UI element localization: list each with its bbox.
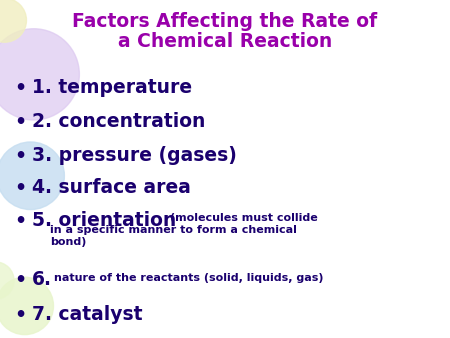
Circle shape (0, 142, 64, 210)
Text: 5. orientation: 5. orientation (32, 211, 176, 230)
Text: •: • (14, 79, 26, 98)
Text: •: • (14, 113, 26, 132)
Circle shape (0, 277, 54, 335)
Text: Factors Affecting the Rate of: Factors Affecting the Rate of (72, 12, 378, 31)
Circle shape (0, 262, 14, 299)
Text: •: • (14, 212, 26, 231)
Text: •: • (14, 271, 26, 290)
Text: •: • (14, 306, 26, 325)
Text: in a specific manner to form a chemical: in a specific manner to form a chemical (50, 225, 297, 235)
Circle shape (0, 29, 79, 120)
Text: bond): bond) (50, 237, 86, 247)
Text: 2. concentration: 2. concentration (32, 112, 205, 131)
Text: 4. surface area: 4. surface area (32, 178, 191, 197)
Text: 7. catalyst: 7. catalyst (32, 305, 143, 324)
Text: nature of the reactants (solid, liquids, gas): nature of the reactants (solid, liquids,… (54, 273, 324, 283)
Text: (molecules must collide: (molecules must collide (170, 213, 318, 223)
Text: a Chemical Reaction: a Chemical Reaction (118, 32, 332, 51)
Text: 3. pressure (gases): 3. pressure (gases) (32, 146, 237, 165)
Text: 6.: 6. (32, 270, 52, 289)
Text: •: • (14, 147, 26, 166)
Circle shape (0, 0, 27, 42)
Text: 1. temperature: 1. temperature (32, 78, 192, 97)
Text: •: • (14, 179, 26, 198)
